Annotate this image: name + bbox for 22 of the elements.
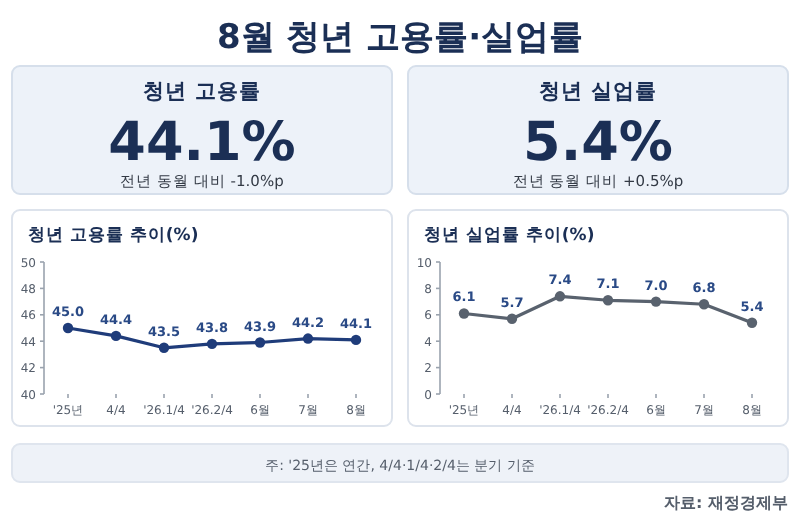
text: 5.4%: [523, 112, 673, 174]
point: [698, 299, 710, 310]
point: [650, 296, 662, 307]
chart-title: 청년 실업률 추이(%): [424, 226, 595, 246]
chart-title: 청년 고용률 추이(%): [28, 226, 199, 246]
point: [506, 313, 518, 324]
point: [746, 317, 758, 328]
text: 8월 청년 고용률·실업률: [216, 18, 584, 58]
text: 44.1%: [108, 112, 296, 174]
point: [254, 337, 266, 348]
point: [458, 308, 470, 319]
point: [206, 338, 218, 350]
point: [350, 334, 362, 346]
point: [62, 322, 74, 334]
point: [554, 291, 566, 302]
point: [302, 333, 314, 344]
point: [602, 295, 614, 306]
text: 자료: 재정경제부: [664, 494, 788, 512]
point: [110, 330, 122, 342]
text: 청년 실업률: [539, 80, 657, 104]
text: 청년 고용률: [143, 80, 261, 104]
point: [158, 342, 170, 353]
